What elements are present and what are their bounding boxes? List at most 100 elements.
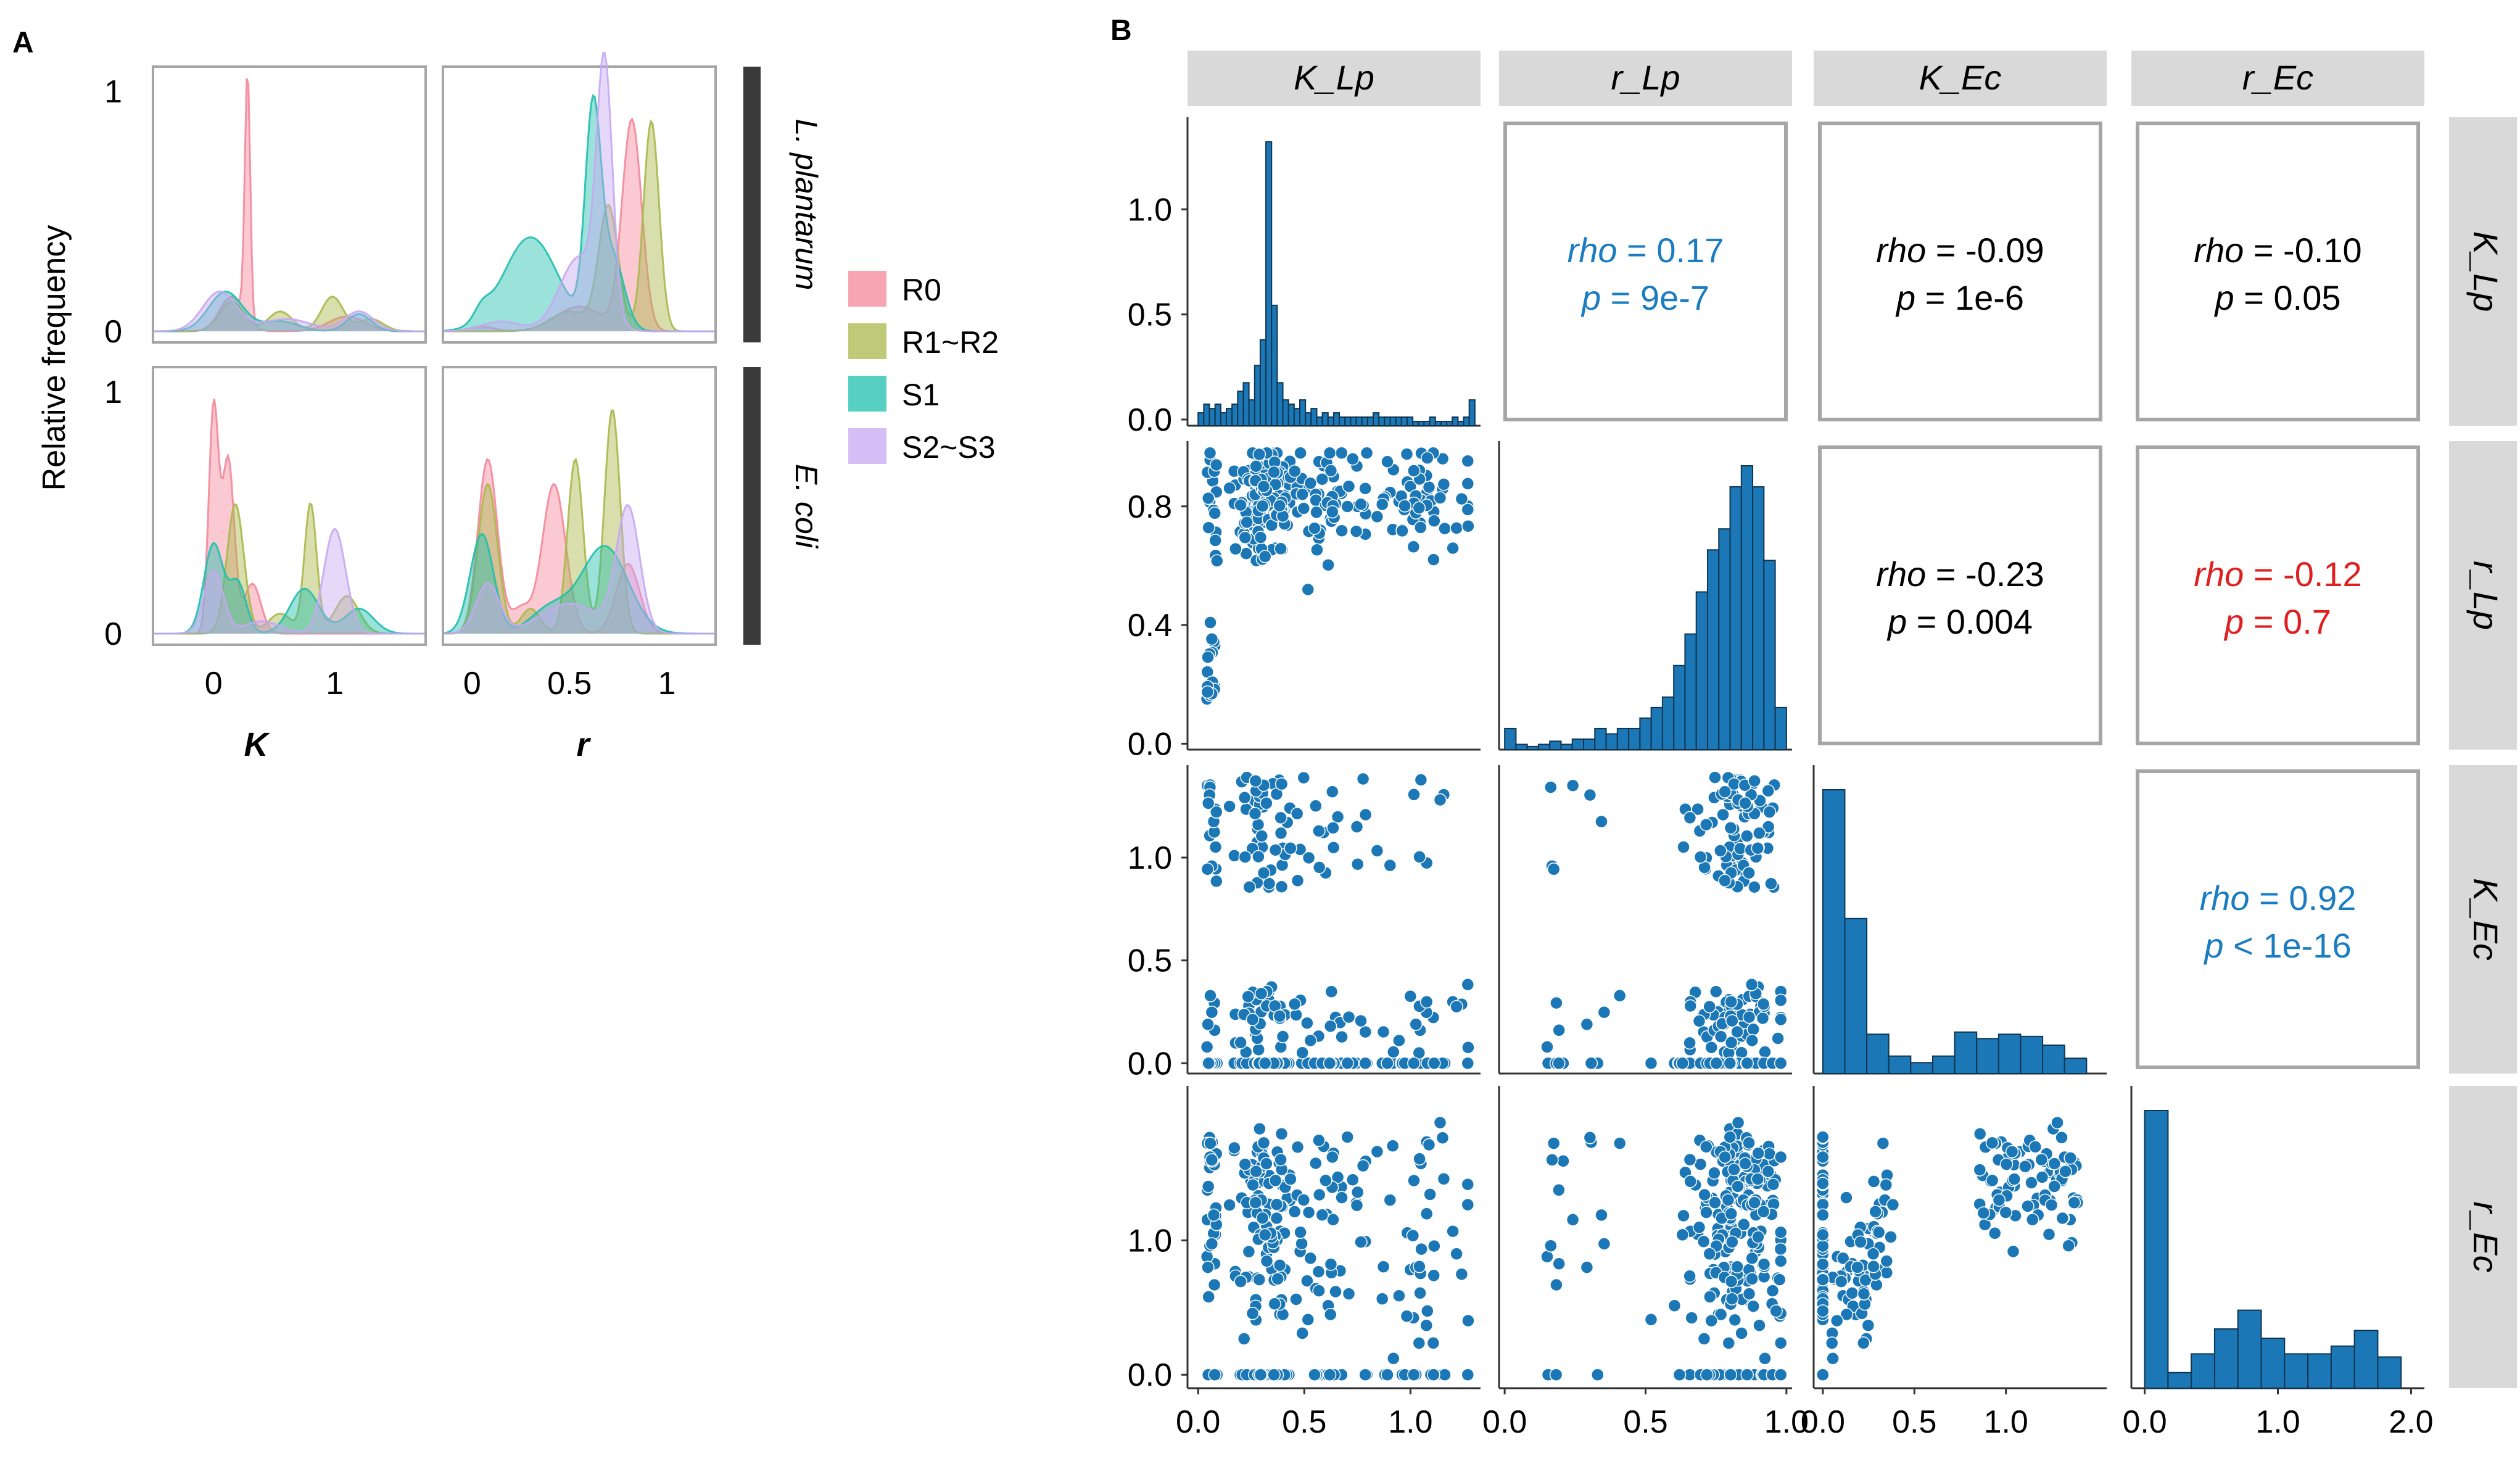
histogram-bar bbox=[1616, 727, 1630, 750]
scatter-point bbox=[1745, 1033, 1759, 1048]
scatter-point bbox=[1300, 1016, 1314, 1030]
histogram-bar bbox=[1515, 743, 1528, 750]
histogram-bar bbox=[1271, 304, 1278, 426]
scatter-point bbox=[1774, 1254, 1788, 1268]
legend-swatch-S1 bbox=[848, 376, 886, 412]
scatter-point bbox=[1724, 1036, 1738, 1049]
scatter-point bbox=[1461, 519, 1475, 533]
scatter-point bbox=[1229, 542, 1242, 556]
p-symbol: p bbox=[1886, 602, 1907, 641]
matrix-cell-K_Ec-K_Ec bbox=[1812, 765, 2107, 1075]
scatter-point bbox=[1323, 1368, 1337, 1381]
scatter-point bbox=[1698, 1188, 1711, 1202]
scatter-point bbox=[1552, 1183, 1566, 1197]
p-symbol: p bbox=[2214, 278, 2234, 317]
histogram-bar bbox=[1537, 743, 1551, 750]
scatter-point bbox=[1354, 1014, 1368, 1028]
scatter-point bbox=[1723, 1130, 1737, 1144]
scatter-point bbox=[1718, 785, 1732, 798]
scatter-point bbox=[1547, 1136, 1561, 1150]
scatter-point bbox=[1234, 1036, 1247, 1049]
y-tick-label: 0 bbox=[104, 314, 122, 350]
histogram-bar bbox=[1259, 339, 1267, 427]
scatter-point bbox=[1549, 1368, 1563, 1381]
histogram-bar bbox=[1321, 412, 1329, 426]
matrix-cell-K_Ec-r_Lp bbox=[1498, 765, 1792, 1075]
scatter-point bbox=[1208, 1368, 1221, 1381]
scatter-point bbox=[1450, 521, 1463, 535]
scatter-point bbox=[1866, 1247, 1880, 1261]
histogram-bar bbox=[1650, 706, 1663, 750]
p-value: = 0.05 bbox=[2234, 278, 2341, 317]
histogram-bar bbox=[1276, 382, 1284, 427]
scatter-point bbox=[1840, 1307, 1854, 1322]
scatter-point bbox=[1683, 1175, 1697, 1188]
x-tick-label: 0 bbox=[205, 666, 223, 702]
scatter-point bbox=[1427, 553, 1440, 566]
scatter-point bbox=[1672, 1368, 1687, 1381]
scatter-point bbox=[1312, 824, 1326, 838]
legend-label-R0: R0 bbox=[902, 273, 941, 307]
scatter-point bbox=[1287, 465, 1302, 478]
scatter-point bbox=[1308, 521, 1321, 535]
scatter-point bbox=[1580, 1017, 1594, 1032]
scatter-point bbox=[1840, 1191, 1853, 1204]
panel-b: K_Lp K_Lp r_Lp r_Lp K_Ec K_Ec r_Ec r_Ec 0.0 0.5 1.… bbox=[1128, 51, 2517, 1440]
scatter-point bbox=[1294, 446, 1307, 460]
scatter-point bbox=[1988, 1227, 2002, 1240]
scatter-point bbox=[1205, 1005, 1219, 1019]
density-fill-R0 bbox=[154, 399, 424, 634]
scatter-point bbox=[1758, 1045, 1772, 1059]
scatter-point bbox=[1423, 1188, 1437, 1201]
scatter-point bbox=[1246, 1178, 1260, 1192]
scatter-point bbox=[1613, 989, 1627, 1003]
y-tick-label: 1.0 bbox=[1128, 840, 1172, 876]
scatter-point bbox=[1758, 1352, 1772, 1365]
scatter-point bbox=[1204, 989, 1217, 1003]
scatter-point bbox=[1350, 820, 1364, 834]
scatter-point bbox=[1335, 446, 1349, 460]
scatter-point bbox=[1772, 1273, 1787, 1286]
scatter-point bbox=[1398, 499, 1411, 513]
histogram-bar bbox=[2377, 1356, 2402, 1389]
scatter-point bbox=[1412, 501, 1426, 515]
p-text: p = 0.05 bbox=[2214, 278, 2341, 317]
scatter-point bbox=[2055, 1211, 2070, 1225]
scatter-point bbox=[1761, 820, 1775, 834]
scatter-point bbox=[1461, 1040, 1475, 1054]
scatter-point bbox=[1274, 811, 1287, 825]
histogram-bar bbox=[1384, 416, 1391, 427]
x-tick-label: 0.5 bbox=[547, 666, 592, 702]
scatter-point bbox=[1461, 1368, 1475, 1381]
scatter-point bbox=[1716, 808, 1730, 822]
scatter-point bbox=[1724, 821, 1738, 835]
scatter-point bbox=[1295, 487, 1309, 502]
scatter-point bbox=[1303, 1033, 1318, 1048]
correlation-box bbox=[2136, 769, 2420, 1069]
scatter-point bbox=[1859, 1273, 1872, 1287]
rho-value: = -0.09 bbox=[1926, 231, 2044, 270]
histogram-bar bbox=[1418, 421, 1425, 426]
scatter-point bbox=[1857, 1287, 1871, 1301]
scatter-point bbox=[1350, 1198, 1364, 1212]
scatter-point bbox=[1992, 1193, 2006, 1207]
scatter-point bbox=[1550, 1278, 1563, 1292]
histogram-bar bbox=[1208, 408, 1216, 427]
scatter-point bbox=[1260, 797, 1273, 810]
histogram-bar bbox=[2144, 1110, 2169, 1389]
scatter-point bbox=[1413, 1260, 1426, 1273]
x-axis-label-r: r bbox=[576, 726, 591, 763]
scatter-point bbox=[1816, 1273, 1830, 1286]
histogram-bar bbox=[1752, 486, 1765, 751]
histogram-bar bbox=[1549, 740, 1562, 750]
scatter-point bbox=[1834, 1275, 1848, 1288]
scatter-point bbox=[1721, 1193, 1735, 1207]
scatter-point bbox=[1358, 1056, 1372, 1070]
scatter-point bbox=[1326, 1150, 1339, 1164]
row-strip-label-K_Ec: K_Ec bbox=[2466, 878, 2505, 961]
scatter-point bbox=[1731, 1180, 1745, 1193]
scatter-point bbox=[1746, 1299, 1760, 1313]
density-line-S2~S3 bbox=[154, 528, 424, 635]
scatter-point bbox=[1683, 1269, 1696, 1283]
scatter-point bbox=[1315, 472, 1329, 486]
